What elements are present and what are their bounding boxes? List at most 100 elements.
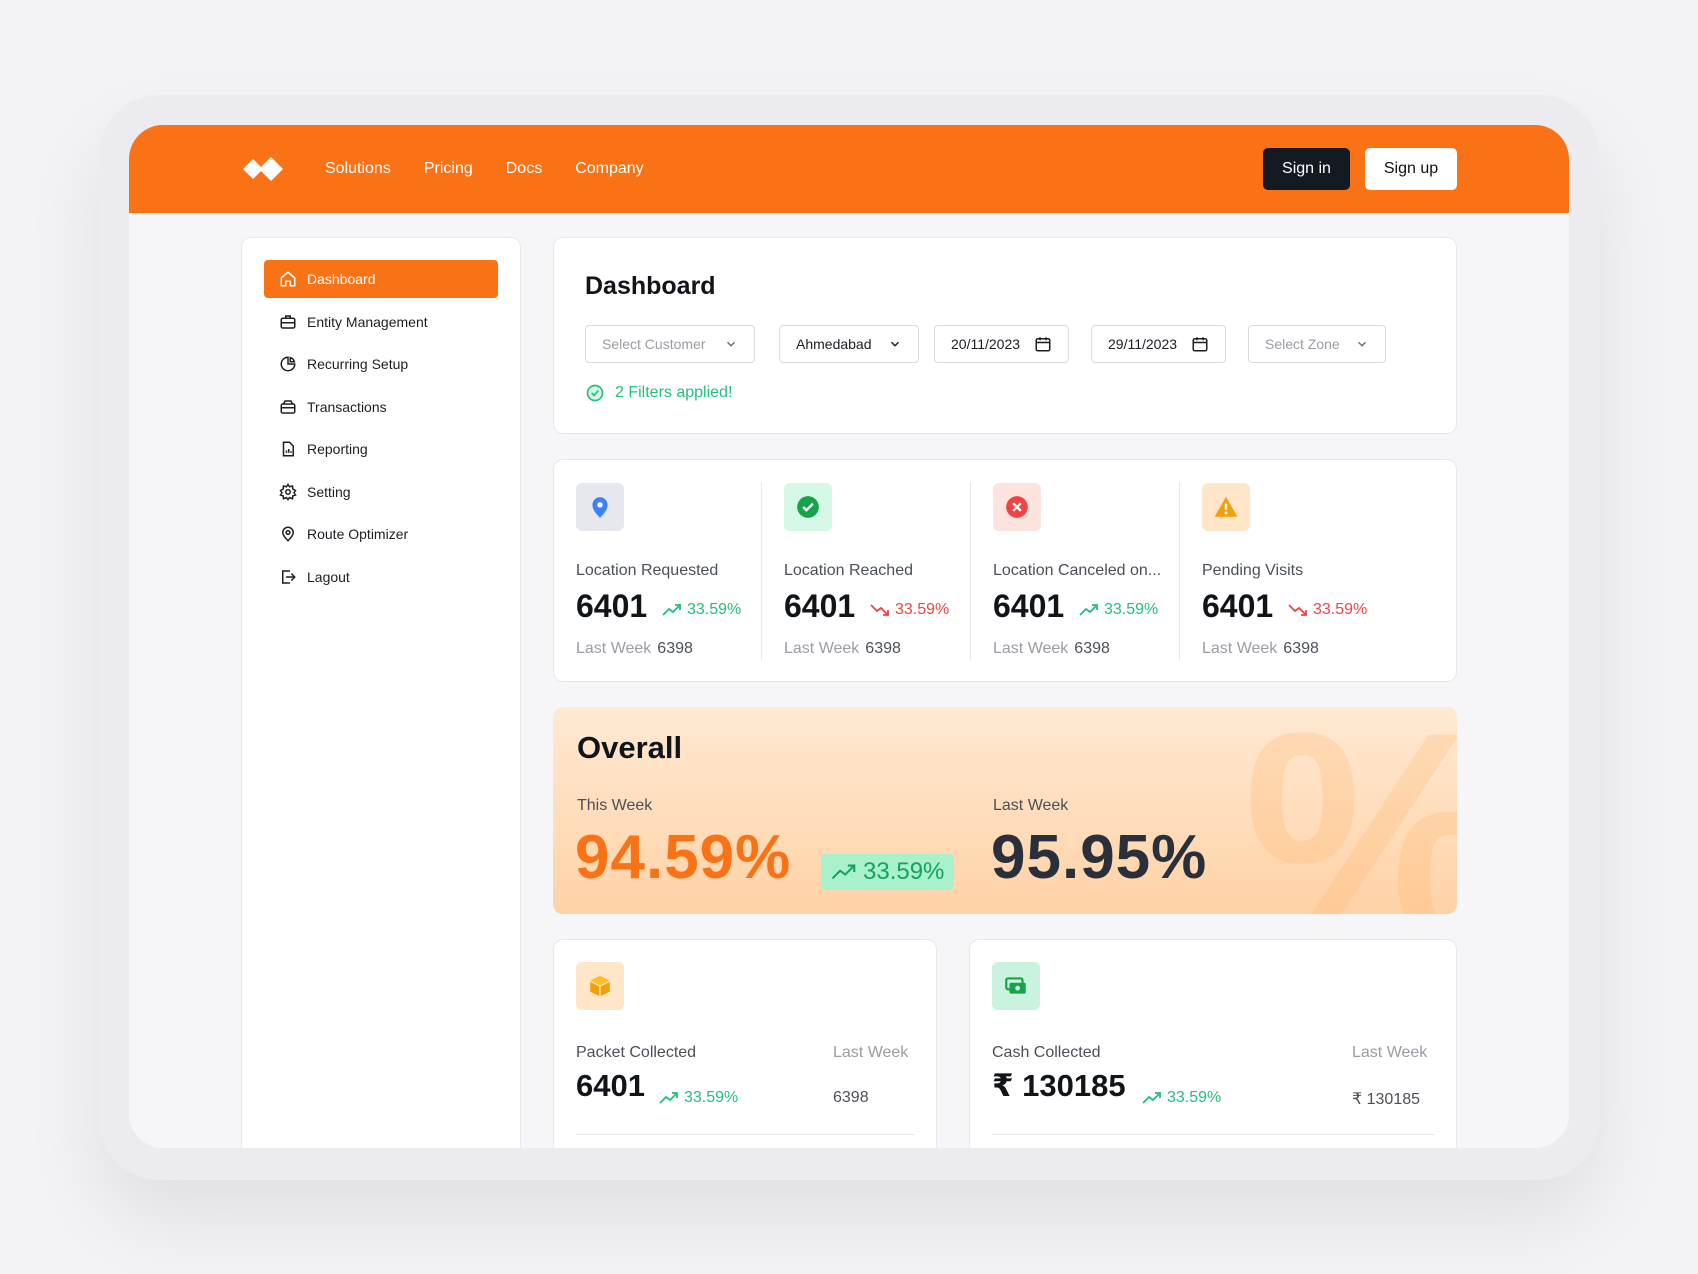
end-date-picker[interactable]: 29/11/2023 (1091, 325, 1226, 363)
stat-trend-value: 33.59% (895, 601, 950, 618)
trend-up-icon (831, 864, 856, 880)
trend-up-icon (1079, 604, 1098, 616)
cash-collected-card: Cash Collected Last Week ₹ 130185 33.59%… (969, 939, 1457, 1148)
stat-icon-box (784, 483, 832, 531)
sidebar-item-transactions[interactable]: Transactions (264, 388, 498, 426)
nav-link-solutions[interactable]: Solutions (325, 160, 391, 177)
start-date-value: 20/11/2023 (951, 336, 1021, 352)
packet-trend-value: 33.59% (684, 1089, 739, 1106)
stat-pending-visits: Pending Visits 6401 33.59% Last Week 6398 (1180, 460, 1406, 683)
cash-icon-box (992, 962, 1040, 1010)
stat-last-week-label: Last Week (993, 640, 1069, 657)
divider (576, 1134, 914, 1135)
end-date-value: 29/11/2023 (1108, 336, 1178, 352)
sidebar-item-entity-management[interactable]: Entity Management (264, 303, 498, 341)
filters-applied-status: 2 Filters applied! (585, 383, 732, 403)
check-circle-icon (586, 384, 604, 402)
cash-last-week-value: ₹ 130185 (1352, 1091, 1421, 1108)
cash-icon (1005, 977, 1026, 994)
filters-applied-text: 2 Filters applied! (615, 384, 733, 401)
packet-icon-box (576, 962, 624, 1010)
stat-last-week-value: 6398 (1074, 640, 1110, 657)
stat-label: Location Reached (784, 562, 913, 579)
filter-card: Dashboard Select Customer Ahmedabad 20/1… (553, 237, 1457, 434)
briefcase-icon (280, 315, 296, 329)
sign-in-button[interactable]: Sign in (1263, 148, 1350, 190)
this-week-label: This Week (577, 797, 653, 814)
stat-icon-box (1202, 483, 1250, 531)
sidebar-item-label: Reporting (307, 441, 368, 457)
stat-last-week: Last Week 6398 (576, 640, 693, 658)
stat-value: 6401 (1202, 588, 1274, 624)
pie-chart-icon (280, 356, 296, 372)
overall-trend-value: 33.59% (863, 858, 945, 885)
cash-trend: 33.59% (1142, 1089, 1221, 1107)
divider (1179, 482, 1180, 660)
page-title: Dashboard (585, 272, 716, 300)
stat-value: 6401 (784, 588, 856, 624)
nav-link-company[interactable]: Company (575, 160, 644, 177)
sidebar-item-label: Setting (307, 484, 351, 500)
stat-last-week-value: 6398 (657, 640, 693, 657)
stat-last-week: Last Week 6398 (1202, 640, 1319, 658)
sidebar-item-recurring-setup[interactable]: Recurring Setup (264, 345, 498, 383)
top-navbar: Solutions Pricing Docs Company Sign in S… (129, 125, 1569, 213)
last-week-value: 95.95% (991, 823, 1208, 892)
stat-trend-value: 33.59% (1313, 601, 1368, 618)
stat-last-week-label: Last Week (576, 640, 652, 657)
stat-label: Location Canceled on... (993, 562, 1162, 579)
home-icon (280, 271, 296, 287)
divider (761, 482, 762, 660)
stat-last-week-value: 6398 (1283, 640, 1319, 657)
sidebar-item-reporting[interactable]: Reporting (264, 430, 498, 468)
start-date-picker[interactable]: 20/11/2023 (934, 325, 1069, 363)
stats-card: Location Requested 6401 33.59% Last Week… (553, 459, 1457, 682)
nav-link-pricing[interactable]: Pricing (423, 160, 473, 177)
sign-up-button[interactable]: Sign up (1365, 148, 1457, 190)
stat-last-week: Last Week 6398 (784, 640, 901, 658)
chevron-down-icon (890, 341, 900, 347)
report-icon (282, 441, 294, 457)
chevron-down-icon (1357, 341, 1367, 347)
nav-link-docs[interactable]: Docs (505, 160, 543, 177)
warning-icon (1214, 496, 1238, 517)
sidebar-item-logout[interactable]: Lagout (264, 558, 498, 596)
sidebar-item-setting[interactable]: Setting (264, 473, 498, 511)
sidebar-item-dashboard[interactable]: Dashboard (264, 260, 498, 298)
cash-label: Cash Collected (992, 1044, 1101, 1061)
calendar-icon (1192, 337, 1208, 352)
sidebar: Dashboard Entity Management Recurring Se… (241, 237, 521, 1148)
packet-last-week-label: Last Week (833, 1044, 909, 1061)
stat-value: 6401 (993, 588, 1065, 624)
divider (992, 1134, 1434, 1135)
stat-trend: 33.59% (870, 601, 949, 619)
packet-value: 6401 (576, 1068, 645, 1103)
zone-select-placeholder: Select Zone (1265, 336, 1340, 352)
chevron-down-icon (726, 341, 736, 347)
city-select[interactable]: Ahmedabad (779, 325, 919, 363)
packet-trend: 33.59% (659, 1089, 738, 1107)
sidebar-item-label: Lagout (307, 569, 350, 585)
overall-title: Overall (577, 730, 683, 765)
check-circle-icon (797, 496, 819, 518)
stat-last-week: Last Week 6398 (993, 640, 1110, 658)
overall-trend-badge: 33.59% (821, 854, 955, 890)
stat-value: 6401 (576, 588, 648, 624)
last-week-label: Last Week (993, 797, 1069, 814)
stat-last-week-label: Last Week (1202, 640, 1278, 657)
brand-logo-icon[interactable] (241, 153, 285, 185)
customer-select[interactable]: Select Customer (585, 325, 755, 363)
sidebar-item-route-optimizer[interactable]: Route Optimizer (264, 515, 498, 553)
stat-label: Location Requested (576, 562, 719, 579)
trend-down-icon (870, 604, 889, 616)
zone-select[interactable]: Select Zone (1248, 325, 1386, 363)
overall-card: % Overall This Week Last Week 94.59% 33.… (553, 707, 1457, 914)
sidebar-item-label: Entity Management (307, 314, 428, 330)
stat-location-reached: Location Reached 6401 33.59% Last Week 63… (762, 460, 988, 683)
sidebar-item-label: Dashboard (307, 271, 376, 287)
stat-trend: 33.59% (1288, 601, 1367, 619)
logout-icon (282, 570, 296, 584)
gear-icon (279, 483, 297, 501)
packet-label: Packet Collected (576, 1044, 697, 1061)
this-week-value: 94.59% (575, 823, 792, 892)
